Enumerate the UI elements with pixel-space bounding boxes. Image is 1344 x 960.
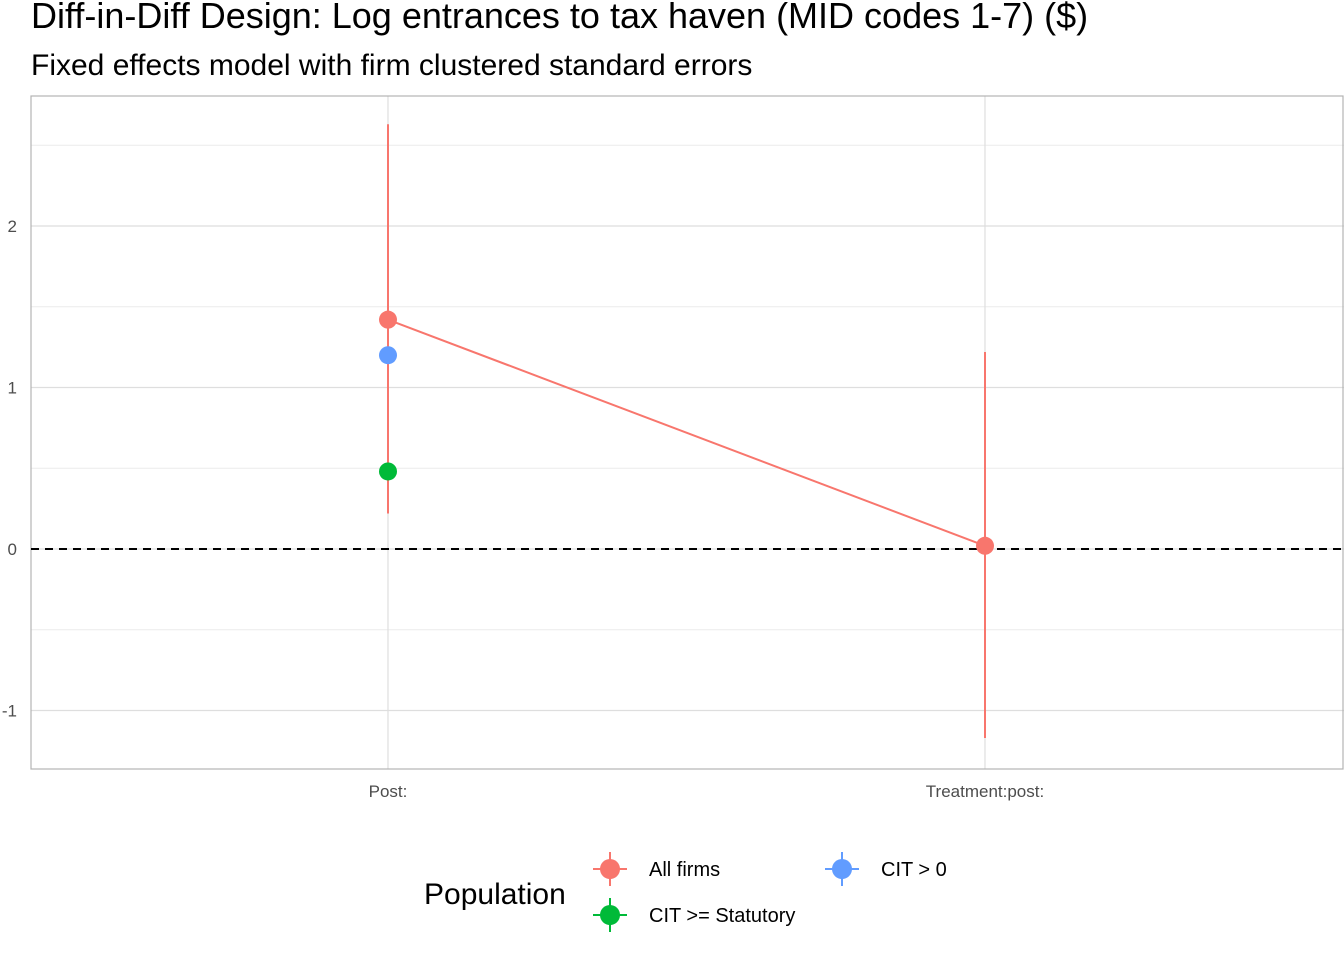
- legend-key-point: [600, 905, 620, 925]
- y-tick-label: 0: [8, 540, 17, 559]
- series-line: [387, 318, 986, 547]
- axis-labels: -1 0 1 2 Post: Treatment:post:: [2, 217, 1044, 801]
- y-tick-label: 1: [8, 379, 17, 398]
- legend-item: CIT > 0: [825, 852, 947, 886]
- x-tick-label: Post:: [369, 782, 408, 801]
- data-point: [379, 346, 397, 365]
- legend-key-point: [600, 859, 620, 879]
- legend-item: All firms: [593, 852, 720, 886]
- series-group: [379, 124, 994, 738]
- legend: Population All firms CIT >= Statutory CIT …: [424, 852, 947, 932]
- data-point: [976, 536, 994, 555]
- legend-label: CIT >= Statutory: [649, 905, 795, 927]
- data-point: [379, 310, 397, 329]
- y-tick-label: -1: [2, 702, 17, 721]
- legend-label: All firms: [649, 859, 720, 881]
- x-tick-label: Treatment:post:: [926, 782, 1044, 801]
- chart-subtitle: Fixed effects model with firm clustered …: [31, 49, 752, 82]
- legend-title: Population: [424, 878, 566, 911]
- legend-key-point: [832, 859, 852, 879]
- legend-item: CIT >= Statutory: [593, 898, 795, 932]
- y-tick-label: 2: [8, 217, 17, 236]
- legend-label: CIT > 0: [881, 859, 947, 881]
- panel-border: [30, 95, 1344, 770]
- plot-panel: [30, 95, 1344, 770]
- chart-title: Diff-in-Diff Design: Log entrances to ta…: [31, 0, 1088, 36]
- data-point: [379, 462, 397, 481]
